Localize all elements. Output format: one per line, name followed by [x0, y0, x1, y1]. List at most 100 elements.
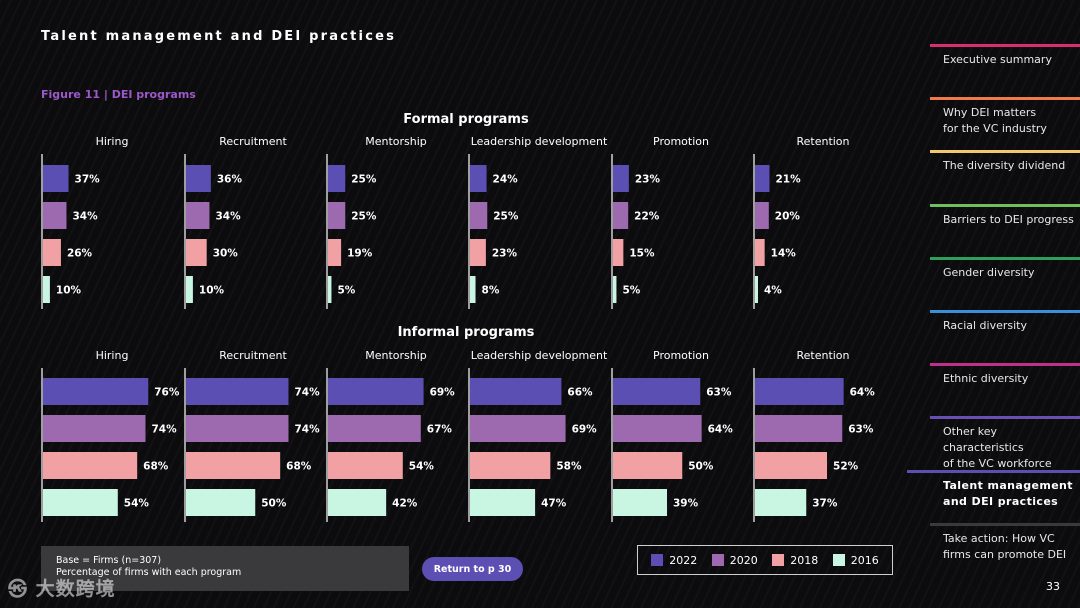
legend-swatch-2016	[832, 554, 845, 566]
informal-bar-2016	[328, 489, 387, 516]
formal-bar-2022	[755, 165, 770, 192]
legend-label-2018: 2018	[790, 553, 819, 567]
formal-bar-2018	[755, 239, 765, 266]
informal-value-label: 69%	[572, 424, 598, 436]
informal-bar-2022	[755, 378, 844, 405]
nav-item-why-dei-matters[interactable]: Why DEI matters for the VC industry	[930, 97, 1080, 150]
nav-item-label: Barriers to DEI progress	[943, 212, 1074, 226]
legend-swatch-2018	[772, 554, 785, 566]
nav-item-color-bar	[930, 522, 1080, 526]
informal-category-label: Retention	[796, 349, 849, 362]
formal-value-label: 8%	[482, 285, 500, 297]
legend-item-2016: 2016	[832, 553, 879, 567]
legend-swatch-2022	[651, 554, 664, 566]
formal-bar-2020	[755, 202, 769, 229]
informal-value-label: 63%	[848, 424, 874, 436]
informal-bar-2018	[328, 452, 403, 479]
formal-value-label: 22%	[634, 211, 660, 223]
formal-value-label: 36%	[217, 174, 243, 186]
formal-bar-2022	[470, 165, 487, 192]
formal-bar-2016	[613, 276, 617, 303]
nav-item-the-diversity-dividend[interactable]: The diversity dividend	[930, 150, 1080, 203]
nav-item-barriers-to-dei-progress[interactable]: Barriers to DEI progress	[930, 203, 1080, 257]
formal-bar-2022	[613, 165, 629, 192]
informal-value-label: 74%	[151, 424, 177, 436]
informal-value-label: 52%	[833, 461, 859, 473]
formal-bar-2018	[470, 239, 486, 266]
legend-label-2016: 2016	[850, 553, 879, 567]
informal-bar-2020	[186, 415, 289, 442]
nav-item-label: Take action: How VC	[943, 531, 1055, 545]
nav-item-executive-summary[interactable]: Executive summary	[930, 44, 1080, 97]
formal-category-label: Leadership development	[471, 135, 608, 148]
formal-programs-title: Formal programs	[403, 112, 529, 127]
informal-value-label: 63%	[706, 387, 732, 399]
informal-value-label: 67%	[427, 424, 453, 436]
informal-value-label: 64%	[850, 387, 876, 399]
nav-item-label: firms can promote DEI	[943, 547, 1067, 561]
informal-bar-2016	[755, 489, 807, 516]
legend-label-2020: 2020	[729, 553, 758, 567]
nav-item-label: Gender diversity	[943, 265, 1035, 279]
nav-item-label: Ethnic diversity	[943, 372, 1029, 386]
informal-bar-2018	[43, 452, 138, 479]
formal-category-label: Hiring	[96, 135, 129, 148]
formal-bar-2018	[613, 239, 624, 266]
nav-item-color-bar	[930, 363, 1080, 367]
informal-category-label: Mentorship	[365, 349, 427, 362]
formal-bar-2020	[470, 202, 488, 229]
nav-item-color-bar	[930, 416, 1080, 420]
informal-value-label: 66%	[567, 387, 593, 399]
formal-category-label: Mentorship	[365, 135, 427, 148]
nav-item-color-bar	[907, 469, 1080, 473]
watermark: ㉿ 大数跨境	[8, 578, 116, 600]
section-nav: Executive summary Why DEI matters for the …	[907, 44, 1080, 576]
formal-value-label: 26%	[67, 248, 93, 260]
informal-value-label: 37%	[812, 498, 838, 510]
nav-item-racial-diversity[interactable]: Racial diversity	[930, 309, 1080, 363]
formal-bar-2018	[328, 239, 342, 266]
nav-item-label: Racial diversity	[943, 318, 1027, 332]
formal-value-label: 5%	[337, 285, 355, 297]
nav-item-gender-diversity[interactable]: Gender diversity	[930, 256, 1080, 310]
informal-bar-2016	[470, 489, 536, 516]
formal-value-label: 30%	[213, 248, 239, 260]
nav-item-label: Why DEI matters	[943, 106, 1037, 120]
formal-value-label: 24%	[493, 174, 519, 186]
informal-bar-2022	[613, 378, 701, 405]
page-number: 33	[1046, 580, 1060, 593]
nav-item-label: of the VC workforce	[943, 457, 1052, 471]
nav-item-color-bar	[930, 97, 1080, 101]
formal-bar-2016	[328, 276, 332, 303]
return-button[interactable]: Return to p 30	[422, 557, 523, 581]
informal-value-label: 68%	[286, 461, 312, 473]
informal-bar-2016	[43, 489, 118, 516]
nav-item-other-key-characteristics[interactable]: Other key characteristics of the VC workf…	[930, 416, 1080, 471]
informal-value-label: 47%	[541, 498, 567, 510]
formal-category-label: Promotion	[653, 135, 709, 148]
formal-bar-2022	[186, 165, 211, 192]
formal-bar-2020	[43, 202, 67, 229]
nav-item-label: for the VC industry	[943, 122, 1047, 136]
legend-item-2018: 2018	[772, 554, 818, 567]
legend-item-2020: 2020	[711, 553, 758, 567]
informal-bar-2022	[43, 378, 149, 405]
informal-value-label: 50%	[261, 498, 287, 510]
formal-value-label: 34%	[215, 211, 241, 223]
informal-value-label: 54%	[409, 461, 435, 473]
nav-item-talent-management[interactable]: Talent management and DEI practices	[907, 469, 1080, 523]
formal-value-label: 25%	[351, 174, 377, 186]
formal-value-label: 25%	[351, 211, 377, 223]
nav-item-ethnic-diversity[interactable]: Ethnic diversity	[930, 363, 1080, 416]
informal-category-label: Leadership development	[471, 349, 608, 362]
formal-bar-2016	[43, 276, 50, 303]
nav-item-take-action-how-vc[interactable]: Take action: How VC firms can promote DEI	[930, 522, 1080, 576]
formal-value-label: 37%	[75, 174, 101, 186]
base-note-line2: Percentage of firms with each program	[56, 567, 242, 578]
formal-value-label: 5%	[622, 285, 640, 297]
nav-item-color-bar	[930, 256, 1080, 260]
formal-value-label: 21%	[775, 174, 801, 186]
nav-item-label: Executive summary	[943, 53, 1052, 66]
informal-bar-2020	[43, 415, 146, 442]
informal-bar-2022	[470, 378, 562, 405]
